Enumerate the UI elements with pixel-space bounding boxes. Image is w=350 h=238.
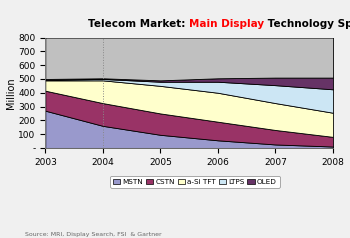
Legend: MSTN, CSTN, a-Si TFT, LTPS, OLED: MSTN, CSTN, a-Si TFT, LTPS, OLED — [110, 176, 280, 188]
Text: Technology Split: Technology Split — [264, 19, 350, 29]
Text: Telecom Market:: Telecom Market: — [88, 19, 189, 29]
Y-axis label: Million: Million — [6, 77, 15, 109]
Text: Main Display: Main Display — [189, 19, 264, 29]
Text: Source: MRI, Display Search, FSI  & Gartner: Source: MRI, Display Search, FSI & Gartn… — [25, 232, 161, 237]
